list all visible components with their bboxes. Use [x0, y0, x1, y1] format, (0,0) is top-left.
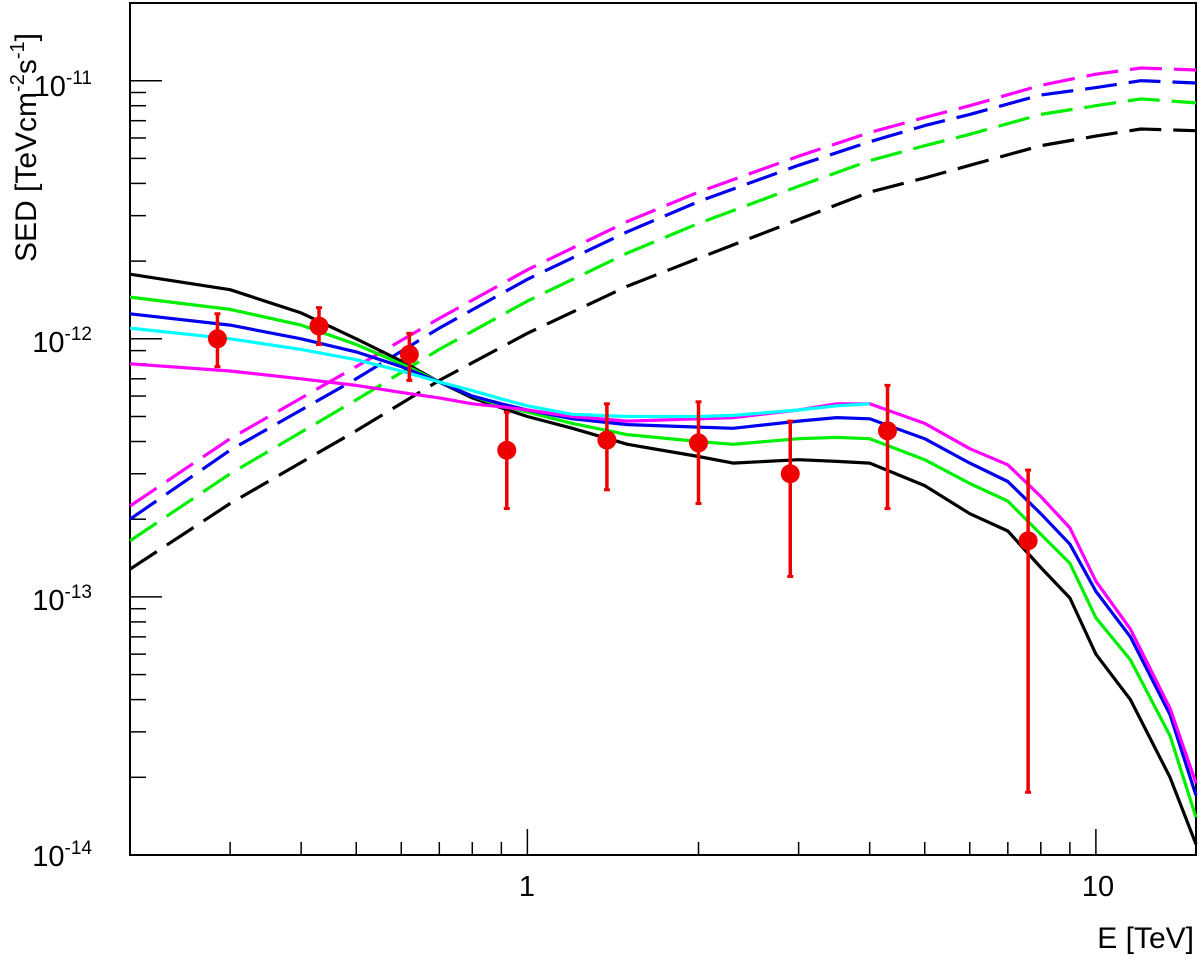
y-tick-label-1e-12: 10-12 — [32, 324, 92, 359]
solid-curve-1 — [129, 295, 1198, 818]
data-point-7 — [878, 421, 898, 441]
data-point-1 — [309, 316, 329, 336]
x-tick-label-10: 10 — [1082, 871, 1114, 903]
dashed-curve-5 — [129, 127, 1197, 571]
solid-curve-2 — [129, 312, 1198, 796]
solid-curve-0 — [129, 272, 1198, 845]
x-axis-title: E [TeV] — [1097, 922, 1194, 955]
plot-frame — [129, 2, 1197, 856]
dashed-curve-7 — [129, 79, 1197, 521]
data-points — [207, 306, 1038, 794]
solid-curve-4 — [129, 326, 870, 419]
y-tick-label-1e-11: 10-11 — [34, 68, 92, 103]
data-point-8 — [1018, 531, 1038, 551]
data-point-4 — [597, 430, 617, 450]
solid-curve-3 — [129, 362, 1198, 784]
data-point-5 — [689, 433, 709, 453]
minor-ticks — [129, 2, 1097, 856]
series-layer — [129, 66, 1198, 845]
data-point-0 — [207, 329, 227, 349]
data-point-2 — [399, 344, 419, 364]
y-axis-title: SED [TeVcm-2s-1] — [7, 33, 43, 262]
data-point-3 — [497, 440, 517, 460]
dashed-curve-6 — [129, 97, 1197, 543]
y-tick-label-1e-14: 10-14 — [32, 838, 92, 873]
dashed-curve-8 — [129, 66, 1197, 508]
y-tick-label-1e-13: 10-13 — [32, 582, 92, 617]
x-tick-label-1: 1 — [519, 871, 535, 903]
data-point-6 — [780, 464, 800, 484]
